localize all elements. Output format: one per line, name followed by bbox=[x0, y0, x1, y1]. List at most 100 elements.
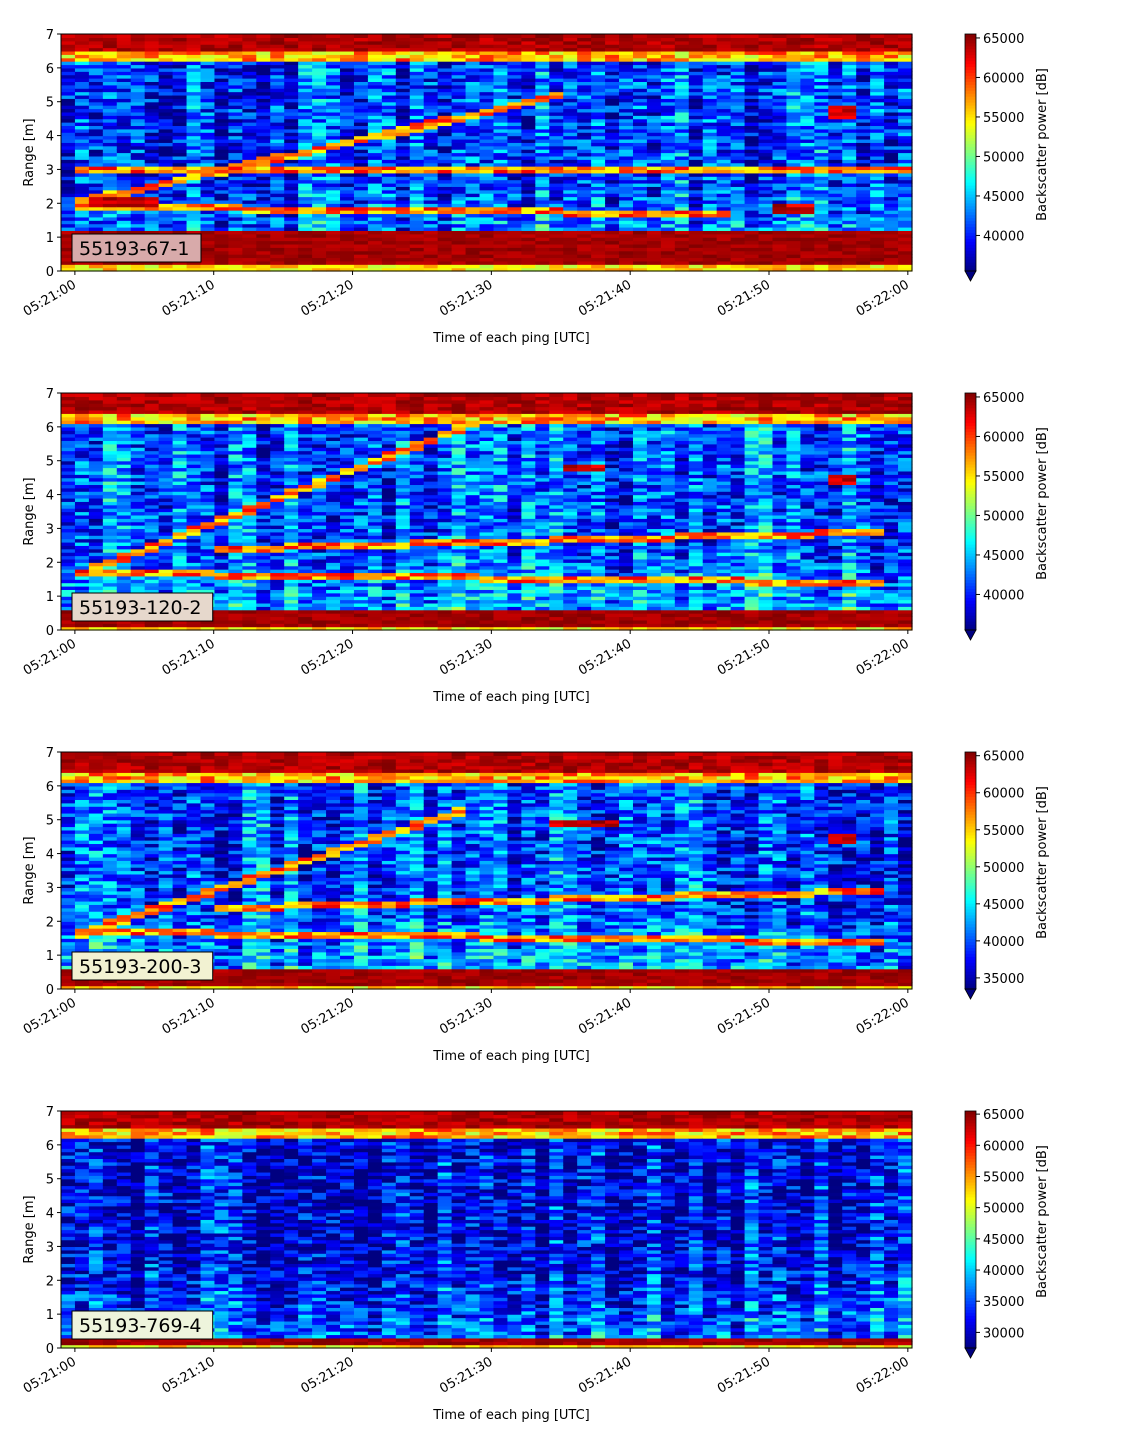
heatmap-cell bbox=[326, 240, 341, 245]
heatmap-cell bbox=[228, 142, 243, 147]
heatmap-cell bbox=[158, 267, 174, 272]
heatmap-cell bbox=[270, 260, 285, 265]
heatmap-cell bbox=[130, 108, 146, 113]
heatmap-cell bbox=[284, 233, 299, 238]
heatmap-cell bbox=[144, 166, 160, 171]
heatmap-cell bbox=[270, 226, 285, 231]
heatmap-cell bbox=[284, 61, 299, 66]
heatmap-cell bbox=[716, 34, 732, 38]
colorbar-segment bbox=[965, 149, 976, 153]
heatmap-cell bbox=[116, 223, 132, 228]
heatmap-cell bbox=[256, 237, 271, 242]
heatmap-cell bbox=[186, 199, 202, 204]
heatmap-cell bbox=[284, 47, 299, 52]
heatmap-cell bbox=[256, 135, 271, 140]
heatmap-cell bbox=[214, 34, 230, 38]
heatmap-cell bbox=[186, 159, 202, 164]
heatmap-cell bbox=[172, 166, 188, 171]
heatmap-cell bbox=[270, 182, 285, 187]
heatmap-cell bbox=[284, 169, 299, 174]
colorbar-segment bbox=[965, 93, 976, 97]
heatmap-cell bbox=[270, 67, 285, 72]
heatmap-cell bbox=[158, 196, 174, 201]
heatmap-cell bbox=[172, 138, 188, 143]
heatmap-cell bbox=[214, 247, 230, 252]
heatmap-cell bbox=[312, 193, 327, 198]
heatmap bbox=[61, 34, 913, 272]
heatmap-cell bbox=[312, 264, 327, 269]
heatmap-cell bbox=[144, 267, 160, 272]
heatmap-cell bbox=[242, 84, 257, 89]
heatmap-cell bbox=[242, 91, 257, 96]
heatmap-cell bbox=[228, 155, 243, 160]
colorbar-segment bbox=[965, 63, 976, 68]
heatmap-cell bbox=[172, 44, 188, 49]
heatmap-cell bbox=[172, 230, 188, 235]
heatmap-cell bbox=[158, 186, 174, 191]
heatmap-cell bbox=[298, 230, 313, 235]
heatmap-cell bbox=[61, 84, 76, 89]
heatmap-cell bbox=[228, 122, 243, 127]
heatmap-cell bbox=[200, 67, 216, 72]
heatmap-cell bbox=[172, 71, 188, 76]
heatmap-cell bbox=[228, 152, 243, 157]
heatmap-cell bbox=[242, 37, 257, 42]
heatmap-cell bbox=[61, 138, 76, 143]
heatmap-cell bbox=[158, 172, 174, 177]
heatmap-cell bbox=[312, 115, 327, 120]
heatmap-cell bbox=[144, 155, 160, 160]
heatmap-cell bbox=[200, 169, 216, 174]
heatmap-cell bbox=[381, 34, 397, 38]
heatmap-cell bbox=[256, 118, 271, 123]
heatmap-cell bbox=[200, 152, 216, 157]
colorbar-segment bbox=[965, 256, 976, 260]
heatmap-cell bbox=[74, 172, 90, 177]
heatmap-cell bbox=[298, 226, 313, 231]
heatmap-cell bbox=[102, 81, 118, 86]
heatmap-cell bbox=[116, 115, 132, 120]
heatmap-cell bbox=[326, 34, 341, 38]
heatmap-cell bbox=[214, 37, 230, 42]
heatmap-cell bbox=[74, 78, 90, 82]
heatmap-cell bbox=[158, 74, 174, 79]
heatmap-cell bbox=[284, 105, 299, 110]
heatmap-cell bbox=[116, 182, 132, 187]
heatmap-cell bbox=[130, 122, 146, 127]
heatmap-cell bbox=[61, 78, 76, 82]
heatmap-cell bbox=[74, 108, 90, 113]
colorbar-tick-label: 50000 bbox=[983, 150, 1024, 165]
heatmap-cell bbox=[130, 189, 146, 194]
heatmap-cell bbox=[158, 98, 174, 103]
heatmap-cell bbox=[61, 254, 76, 259]
heatmap-cell bbox=[130, 199, 146, 204]
heatmap-cell bbox=[130, 223, 146, 228]
heatmap-cell bbox=[172, 111, 188, 116]
heatmap-cell bbox=[242, 264, 257, 269]
heatmap-cell bbox=[102, 145, 118, 150]
colorbar-segment bbox=[965, 229, 976, 233]
heatmap-cell bbox=[61, 94, 76, 99]
heatmap-cell bbox=[688, 34, 704, 38]
heatmap-cell bbox=[144, 118, 160, 123]
heatmap-cell bbox=[758, 34, 774, 38]
heatmap-cell bbox=[102, 203, 118, 208]
heatmap-cell bbox=[61, 54, 76, 59]
heatmap-cell bbox=[158, 94, 174, 99]
heatmap-cell bbox=[256, 37, 271, 42]
heatmap-cell bbox=[200, 88, 216, 93]
colorbar-segment bbox=[965, 202, 976, 207]
heatmap-cell bbox=[102, 57, 118, 62]
heatmap-cell bbox=[88, 61, 104, 66]
heatmap-cell bbox=[284, 74, 299, 79]
heatmap-cell bbox=[200, 199, 216, 204]
heatmap-cell bbox=[284, 91, 299, 96]
heatmap-cell bbox=[172, 193, 188, 198]
heatmap-cell bbox=[130, 61, 146, 66]
heatmap-cell bbox=[116, 132, 132, 137]
heatmap-cell bbox=[312, 94, 327, 99]
heatmap-cell bbox=[102, 179, 118, 184]
heatmap-cell bbox=[74, 74, 90, 79]
heatmap-cell bbox=[256, 166, 271, 171]
heatmap-cell bbox=[158, 34, 174, 38]
heatmap-cell bbox=[200, 240, 216, 245]
